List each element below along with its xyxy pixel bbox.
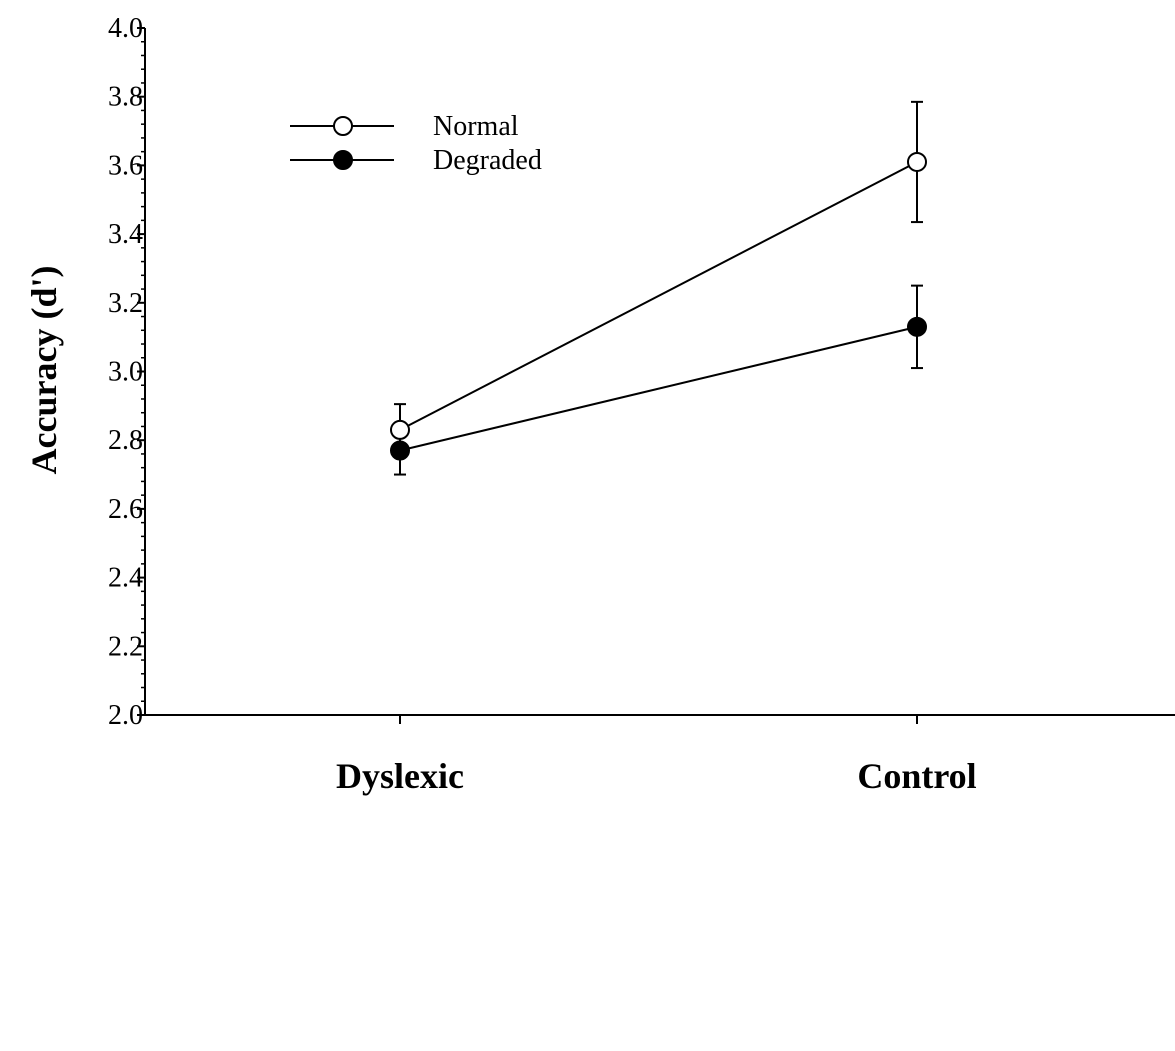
y-tick-label: 2.8 bbox=[108, 425, 143, 456]
data-point bbox=[390, 419, 410, 440]
markers-normal bbox=[390, 151, 927, 440]
legend-item: Degraded bbox=[290, 145, 542, 176]
data-point bbox=[907, 316, 927, 337]
legend-marker bbox=[333, 116, 353, 136]
series-line bbox=[399, 325, 918, 452]
y-axis-title: Accuracy (d') bbox=[24, 266, 64, 475]
y-tick-label: 3.4 bbox=[108, 219, 143, 250]
x-axis: Dyslexic Control bbox=[145, 714, 1175, 796]
y-tick-label: 2.6 bbox=[108, 494, 143, 525]
y-tick-label: 3.8 bbox=[108, 82, 143, 113]
y-tick-label: 2.4 bbox=[108, 563, 143, 594]
y-tick-label: 4.0 bbox=[108, 13, 143, 44]
legend-label: Normal bbox=[433, 111, 519, 142]
series-line bbox=[399, 161, 918, 431]
y-tick-label: 3.2 bbox=[108, 288, 143, 319]
markers-degraded bbox=[390, 316, 927, 461]
y-tick-label: 3.6 bbox=[108, 150, 143, 181]
legend-marker bbox=[333, 150, 353, 170]
y-tick-label: 3.0 bbox=[108, 357, 143, 388]
x-category-label: Dyslexic bbox=[336, 756, 464, 796]
series-degraded bbox=[394, 284, 923, 476]
series-layer bbox=[390, 100, 927, 476]
legend-label: Degraded bbox=[433, 145, 542, 176]
legend-item: Normal bbox=[290, 111, 519, 142]
y-tick-label: 2.2 bbox=[108, 631, 143, 662]
y-axis: 2.0 2.2 2.4 2.6 2.8 3.0 3.2 3.4 3.6 3.8 4.0 bbox=[108, 13, 146, 731]
data-point bbox=[390, 440, 410, 461]
data-point bbox=[907, 151, 927, 172]
x-category-label: Control bbox=[857, 756, 976, 796]
y-tick-label: 2.0 bbox=[108, 700, 143, 731]
